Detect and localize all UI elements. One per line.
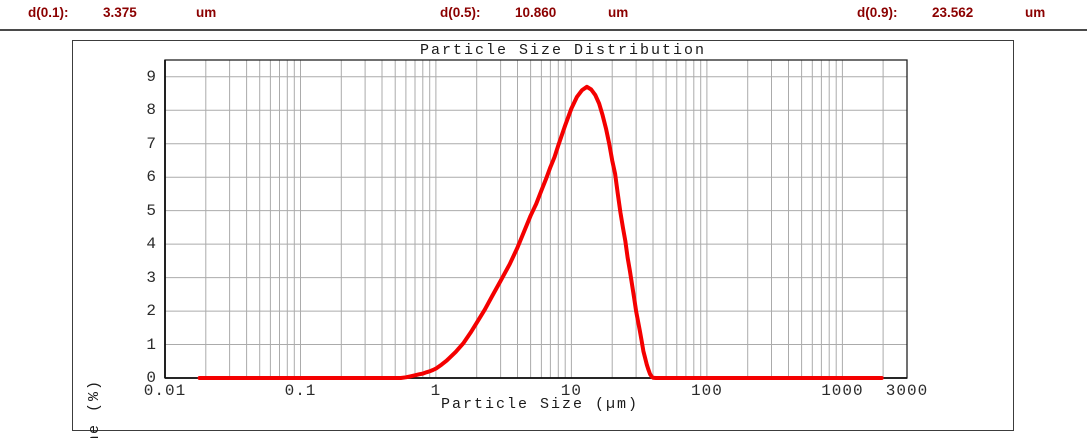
metric-d05-value: 10.860 <box>515 5 557 20</box>
y-tick-label: 8 <box>146 101 157 120</box>
metric-d05: d(0.5): 10.860 um <box>440 4 680 22</box>
x-tick-label: 0.01 <box>143 382 187 400</box>
metric-d05-label: d(0.5): <box>440 5 481 20</box>
x-tick-label: 1000 <box>821 382 864 400</box>
metric-d01: d(0.1): 3.375 um <box>28 4 268 22</box>
metric-d01-value: 3.375 <box>103 5 137 20</box>
metric-d09-value: 23.562 <box>932 5 974 20</box>
y-tick-label: 7 <box>146 134 157 153</box>
metric-d09-unit: um <box>1025 5 1046 20</box>
chart-box <box>72 40 1014 431</box>
y-tick-label: 4 <box>146 235 157 254</box>
y-axis-title-text: Volume (%) <box>86 378 103 438</box>
x-tick-label: 10 <box>560 382 582 400</box>
metric-d01-label: d(0.1): <box>28 5 69 20</box>
header-separator <box>0 29 1087 31</box>
x-tick-label: 1 <box>430 382 442 400</box>
y-tick-label: 2 <box>146 302 157 321</box>
metric-d01-unit: um <box>196 5 217 20</box>
x-tick-label: 100 <box>690 382 723 400</box>
y-tick-label: 6 <box>146 168 157 187</box>
x-tick-label: 3000 <box>885 382 929 400</box>
x-tick-label: 0.1 <box>284 382 317 400</box>
chart-title: Particle Size Distribution <box>419 42 707 59</box>
y-tick-label: 5 <box>146 201 157 220</box>
y-tick-label: 9 <box>146 67 157 86</box>
y-tick-label: 0 <box>146 369 157 387</box>
metric-d05-unit: um <box>608 5 629 20</box>
y-tick-label: 1 <box>146 335 157 354</box>
metric-d09-label: d(0.9): <box>857 5 898 20</box>
y-tick-label: 3 <box>146 268 157 287</box>
metric-d09: d(0.9): 23.562 um <box>857 4 1087 22</box>
x-axis-title: Particle Size (µm) <box>440 396 640 413</box>
